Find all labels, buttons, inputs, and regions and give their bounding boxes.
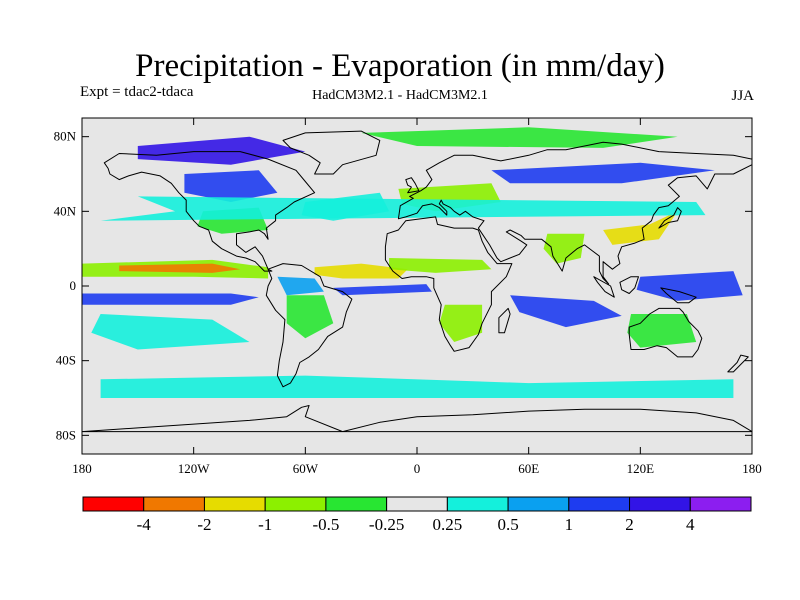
- x-tick-label: 180: [72, 461, 92, 476]
- y-tick-label: 40S: [56, 353, 76, 368]
- field-west-pacific-wetting: [636, 271, 743, 301]
- field-tropical-pacific-north-core: [119, 263, 241, 273]
- colorbar-label: 1: [565, 515, 574, 534]
- y-tick-label: 0: [70, 278, 77, 293]
- colorbar-label: -0.5: [312, 515, 339, 534]
- field-north-pacific-wetting: [100, 196, 706, 221]
- colorbar-label: -0.25: [369, 515, 404, 534]
- colorbar-label: -1: [258, 515, 272, 534]
- south-america-outline: [265, 263, 353, 388]
- field-north-atlantic-wetting: [301, 192, 390, 221]
- x-tick-label: 120W: [178, 461, 211, 476]
- sumatra-outline: [593, 276, 615, 298]
- colorbar: -4 -2 -1 -0.5 -0.25 0.25 0.5 1 2 4: [82, 496, 752, 534]
- japan-outline: [658, 207, 682, 229]
- field-equatorial-atlantic-wetting: [333, 284, 432, 296]
- colorbar-swatch: [82, 496, 145, 512]
- colorbar-label: 0.5: [497, 515, 518, 534]
- colorbar-swatch: [689, 496, 752, 512]
- britain-outline: [405, 177, 420, 194]
- season-label: JJA: [731, 88, 754, 104]
- x-tick-label: 60E: [518, 461, 539, 476]
- colorbar-swatch: [629, 496, 691, 512]
- colorbar-swatch: [143, 496, 205, 512]
- borneo-outline: [619, 276, 639, 294]
- africa-outline: [384, 216, 513, 352]
- field-india-drying: [543, 233, 585, 264]
- colorbar-swatch: [203, 496, 266, 512]
- australia-outline: [628, 307, 703, 358]
- colorbar-swatch: [325, 496, 388, 512]
- new-guinea-outline: [660, 287, 697, 304]
- north-america-outline: [103, 151, 316, 272]
- field-indian-ocean-wetting: [510, 295, 622, 328]
- greenland-outline: [282, 130, 381, 175]
- colorbar-label: 0.25: [432, 515, 462, 534]
- field-south-america-drying: [286, 295, 334, 339]
- x-tick-label: 120E: [627, 461, 655, 476]
- field-north-america-wetting: [184, 170, 278, 202]
- y-tick-label: 80S: [56, 427, 76, 442]
- colorbar-swatch: [386, 496, 448, 512]
- y-tick-label: 80N: [54, 129, 77, 144]
- model-label: HadCM3M2.1 - HadCM3M2.1: [312, 88, 488, 103]
- colorbar-label: 4: [686, 515, 695, 534]
- colorbar-swatch: [568, 496, 631, 512]
- axis-layer: 80N 40N 0 40S 80S 180 120W 60W 0 60E 120E 180: [54, 118, 762, 476]
- coastline-layer: [82, 130, 752, 433]
- chart-title: Precipitation - Evaporation (in mm/day): [135, 48, 665, 84]
- new-zealand-outline: [727, 354, 749, 373]
- antarctica-outline: [82, 405, 752, 433]
- field-southern-ocean-wetting: [100, 375, 734, 398]
- colorbar-label: -4: [137, 515, 152, 534]
- colorbar-swatch: [446, 496, 509, 512]
- x-tick-label: 0: [414, 461, 421, 476]
- madagascar-outline: [498, 307, 511, 334]
- field-amazon-wetting: [277, 276, 324, 296]
- eurasia-outline: [397, 141, 752, 285]
- colorbar-swatch: [264, 496, 327, 512]
- x-tick-label: 180: [742, 461, 762, 476]
- field-east-asia-drying: [603, 211, 678, 245]
- y-tick-label: 40N: [54, 203, 77, 218]
- colorbar-label: 2: [625, 515, 634, 534]
- field-equatorial-pacific-wetting: [82, 293, 259, 305]
- field-tropical-atlantic-drying: [314, 263, 408, 279]
- field-south-pacific-wetting: [91, 314, 250, 350]
- experiment-label: Expt = tdac2-tdaca: [80, 84, 194, 100]
- colorbar-label: -2: [197, 515, 211, 534]
- colorbar-swatch: [507, 496, 570, 512]
- field-siberia-wetting: [491, 162, 715, 184]
- x-tick-label: 60W: [293, 461, 319, 476]
- field-sahel-drying: [389, 258, 492, 273]
- field-layer: [82, 127, 743, 398]
- field-australia-drying: [627, 314, 697, 348]
- field-southern-africa-drying: [439, 304, 483, 342]
